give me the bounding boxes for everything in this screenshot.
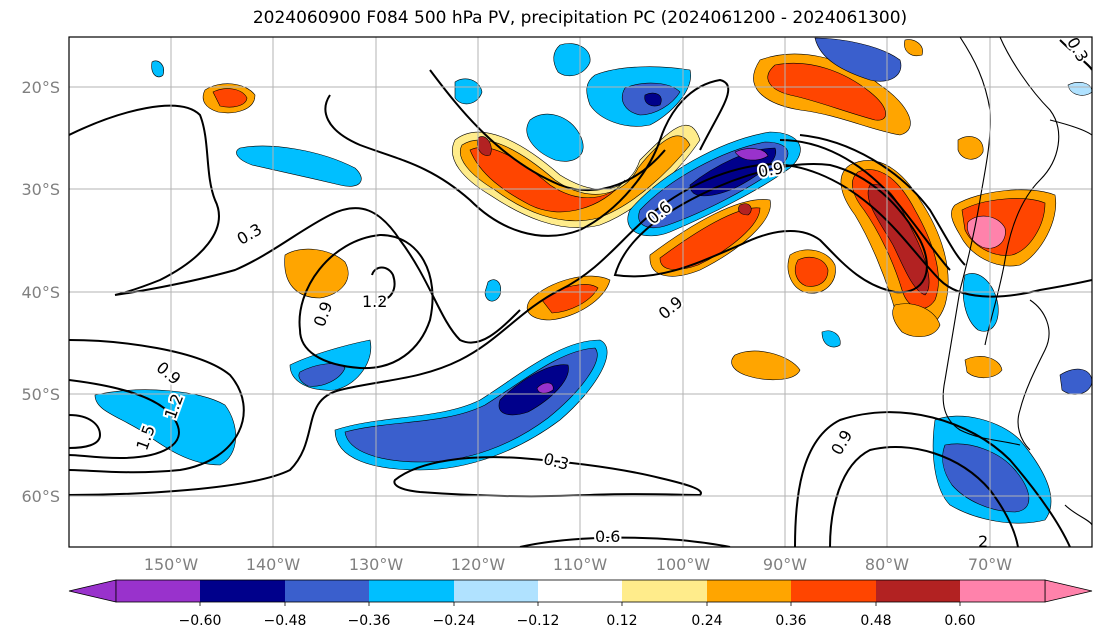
lat-label: 30°S [21, 180, 60, 199]
lon-label: 140°W [246, 555, 301, 574]
lon-label: 130°W [349, 555, 404, 574]
coastline [1017, 299, 1050, 451]
colorbar-tick-label: 0.36 [775, 613, 806, 629]
precip-blob-positive [738, 203, 752, 216]
colorbar-tick-label: 0.48 [860, 613, 891, 629]
precip-blob-positive [967, 215, 1006, 249]
map-title: 2024060900 F084 500 hPa PV, precipitatio… [252, 8, 908, 28]
colorbar-segment [538, 580, 622, 602]
colorbar-segment [622, 580, 707, 602]
precip-blob-negative [236, 145, 362, 187]
precip-blob-negative [484, 279, 501, 302]
precip-blob-negative [94, 389, 236, 466]
precip-blob-negative [821, 330, 841, 348]
pv-contour-line [794, 411, 1071, 547]
precip-blob-negative [814, 37, 902, 82]
precip-blob-negative [151, 60, 164, 78]
lat-label: 50°S [21, 385, 60, 404]
precipitation-field [94, 37, 1092, 524]
colorbar-tick-label: −0.12 [517, 613, 560, 629]
precip-blob-positive [460, 135, 691, 222]
pv-contour-line [829, 446, 1019, 547]
longitude-axis: 150°W 140°W 130°W 120°W 110°W 100°W 90°W… [144, 555, 1012, 574]
precip-blob-negative [942, 443, 1030, 513]
precip-blob-positive [767, 62, 886, 121]
pv-contour-line [298, 233, 434, 370]
lon-label: 110°W [553, 555, 608, 574]
precip-blob-negative [536, 382, 554, 394]
map-border [68, 36, 1093, 548]
pv-contour-line [779, 139, 951, 271]
colorbar-tick-label: 0.12 [606, 613, 637, 629]
precip-blob-positive [904, 39, 923, 57]
pv-contour-label: 1.2 [362, 292, 387, 311]
colorbar-segment [454, 580, 538, 602]
pv-contour-line [393, 456, 702, 498]
precip-blob-negative [553, 43, 591, 77]
precip-blob-negative [734, 148, 769, 161]
pv-contour-line [69, 104, 521, 344]
colorbar-tick-label: −0.24 [433, 613, 476, 629]
pv-contour-line [69, 163, 1092, 496]
pv-contour-label: 2 [978, 532, 988, 551]
colorbar: −0.60 −0.48 −0.36 −0.24 −0.12 0.12 0.24 … [68, 579, 1093, 629]
colorbar-max-extension [1044, 579, 1093, 603]
latitude-axis: 20°S 30°S 40°S 50°S 60°S [21, 78, 60, 506]
lon-label: 120°W [451, 555, 506, 574]
colorbar-tick-label: −0.48 [264, 613, 307, 629]
colorbar-tick-label: −0.60 [179, 613, 222, 629]
precip-blob-negative [298, 363, 346, 387]
pv-contour-label: 0.6 [595, 527, 620, 546]
colorbar-segment [200, 580, 285, 602]
colorbar-tick-label: 0.24 [691, 613, 722, 629]
lon-label: 100°W [656, 555, 711, 574]
lat-label: 40°S [21, 283, 60, 302]
precip-blob-positive [892, 303, 941, 338]
coastline [1064, 504, 1092, 526]
colorbar-segment [876, 580, 960, 602]
colorbar-segment [960, 580, 1045, 602]
precip-blob-positive [964, 356, 1003, 379]
pv-contour-line [69, 339, 245, 474]
pv-contour-line [1059, 39, 1092, 71]
pv-contour-line [69, 414, 102, 449]
lon-label: 80°W [865, 555, 909, 574]
lat-label: 60°S [21, 487, 60, 506]
precip-blob-negative [498, 364, 569, 416]
colorbar-ticks [199, 602, 961, 606]
colorbar-outline [115, 579, 1046, 603]
gridlines [69, 37, 1092, 547]
precip-blob-negative [644, 92, 662, 107]
lat-label: 20°S [21, 78, 60, 97]
lon-label: 150°W [144, 555, 199, 574]
colorbar-segment [707, 580, 791, 602]
precip-blob-negative [962, 273, 999, 332]
precip-blob-negative [1059, 368, 1092, 395]
lon-label: 90°W [763, 555, 807, 574]
pv-contour-line [613, 163, 928, 294]
colorbar-tick-label: −0.36 [348, 613, 391, 629]
colorbar-min-extension [68, 579, 117, 603]
pv-contour-line [429, 69, 666, 192]
colorbar-segment [791, 580, 876, 602]
precip-blob-negative [1067, 82, 1092, 96]
coastline [984, 37, 1060, 346]
colorbar-segment [369, 580, 454, 602]
precip-blob-negative [454, 78, 483, 105]
pv-contour-line [69, 379, 180, 460]
precip-blob-positive [794, 257, 829, 287]
precip-blob-positive [212, 88, 248, 108]
colorbar-tick-label: 0.60 [944, 613, 975, 629]
pv-contour-line [371, 266, 396, 301]
pv-contour-line [799, 134, 966, 266]
coastline [1049, 119, 1092, 136]
colorbar-segment [285, 580, 369, 602]
colorbar-segment [116, 580, 200, 602]
precip-blob-positive [957, 136, 984, 160]
pv-contours [69, 39, 1092, 547]
precip-blob-positive [731, 350, 801, 381]
pv-contour-line [519, 536, 731, 547]
lon-label: 70°W [968, 555, 1012, 574]
